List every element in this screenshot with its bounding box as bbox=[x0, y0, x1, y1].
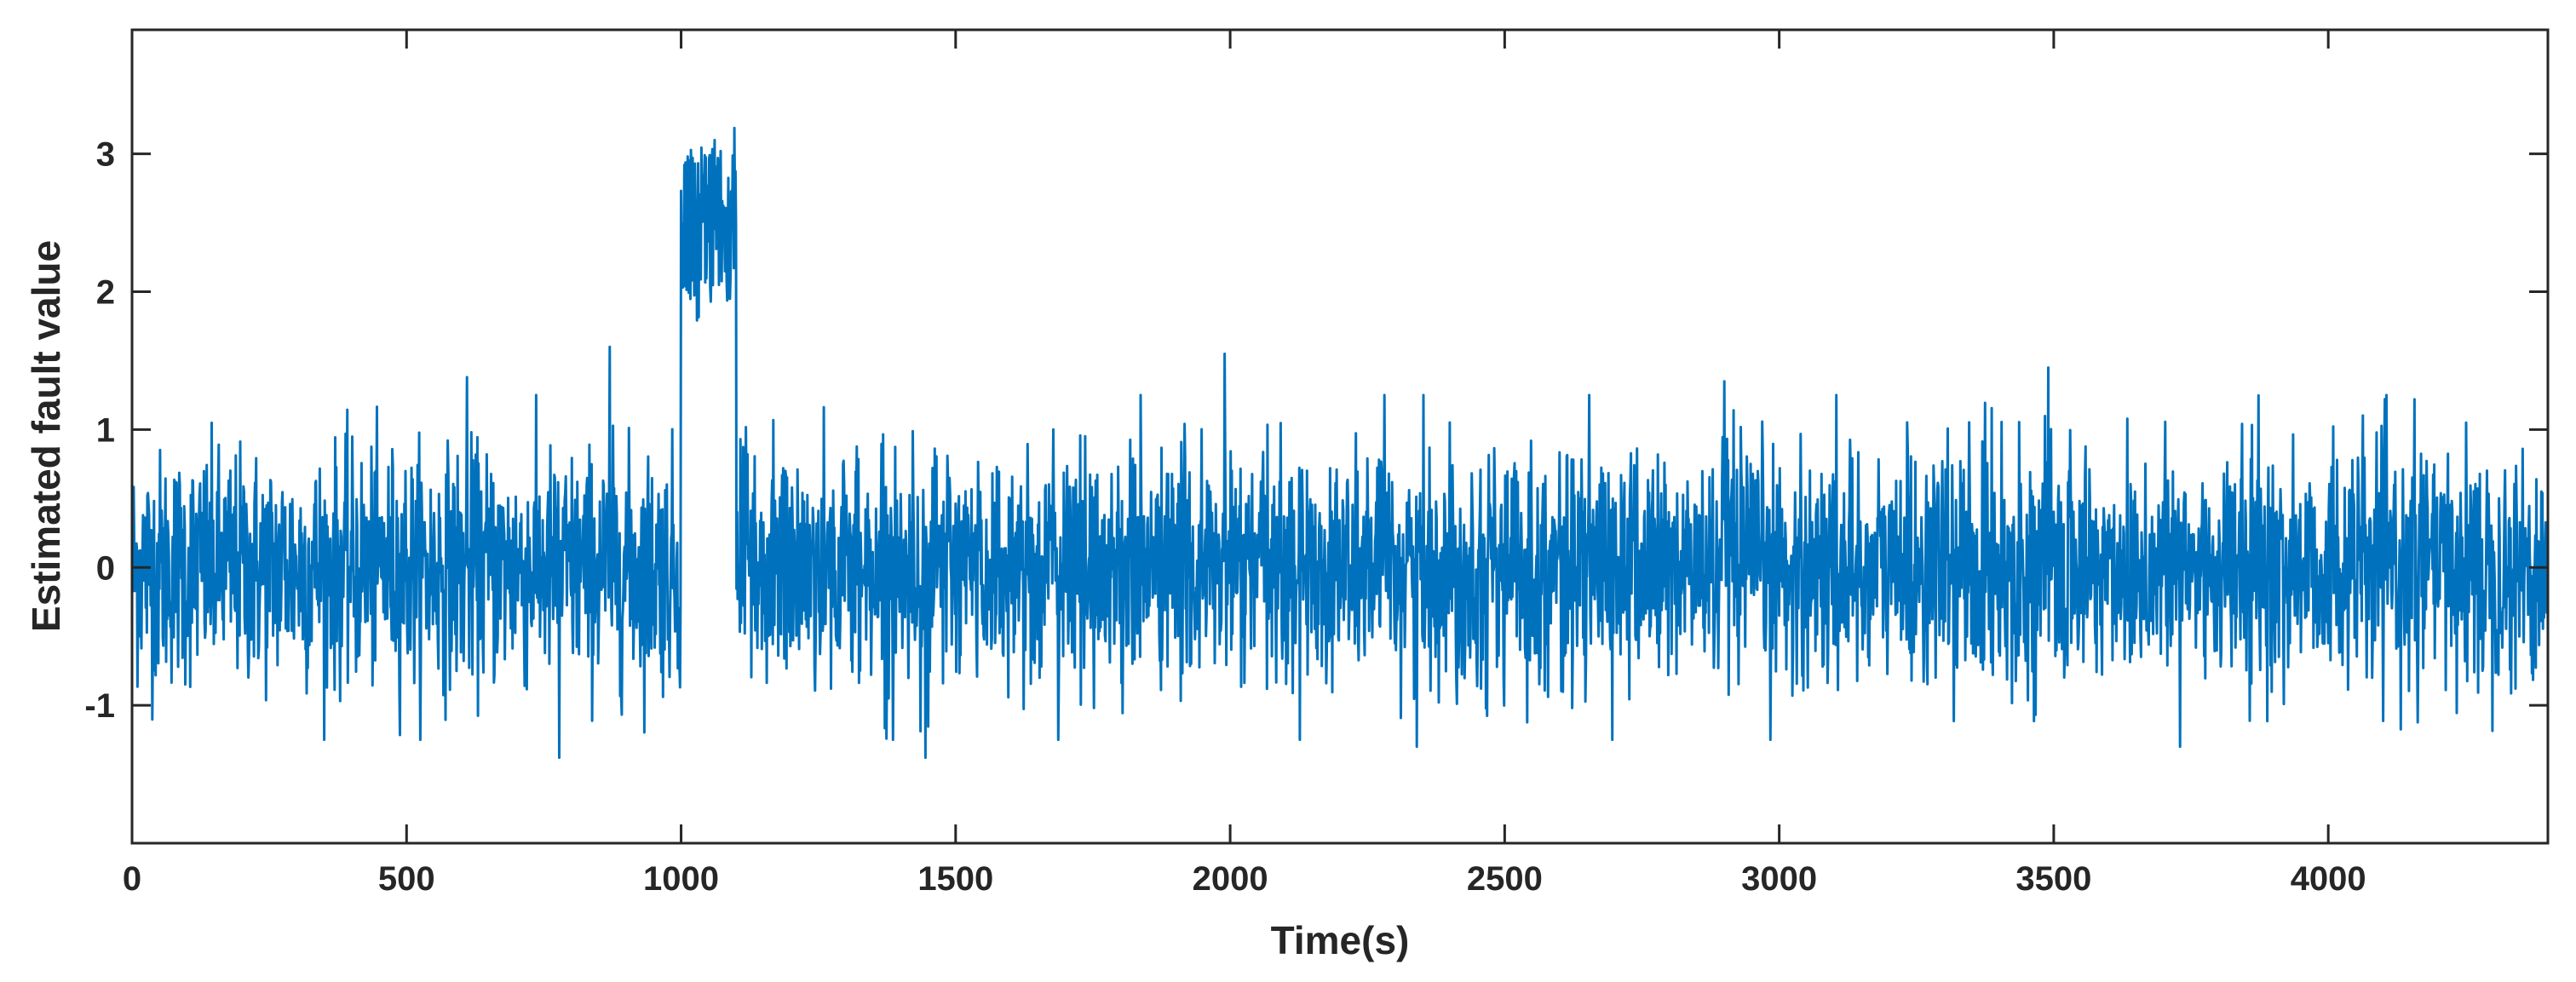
x-tick-label: 4000 bbox=[2291, 860, 2366, 898]
y-tick-label: 3 bbox=[96, 136, 115, 174]
x-tick-label: 2000 bbox=[1193, 860, 1268, 898]
x-tick-label: 2500 bbox=[1467, 860, 1543, 898]
y-axis: -1 0 1 2 3 bbox=[84, 136, 2548, 725]
series-layer bbox=[132, 126, 2548, 760]
x-tick-label: 500 bbox=[378, 860, 435, 898]
x-tick-label: 1500 bbox=[917, 860, 993, 898]
x-tick-label: 3000 bbox=[1741, 860, 1817, 898]
series-line bbox=[132, 126, 2548, 760]
plot-frame bbox=[130, 28, 2550, 845]
x-axis-label: Time(s) bbox=[1271, 918, 1410, 962]
y-tick-label: -1 bbox=[84, 687, 115, 725]
x-tick-label: 0 bbox=[123, 860, 141, 898]
y-tick-label: 2 bbox=[96, 274, 115, 312]
y-axis-label: Estimated fault value bbox=[24, 240, 68, 632]
x-tick-label: 1000 bbox=[643, 860, 719, 898]
x-tick-label: 3500 bbox=[2015, 860, 2091, 898]
y-tick-label: 1 bbox=[96, 411, 115, 449]
y-tick-label: 0 bbox=[96, 549, 115, 587]
x-axis: 0 500 1000 1500 2000 2500 3000 3500 4000 bbox=[123, 30, 2366, 898]
